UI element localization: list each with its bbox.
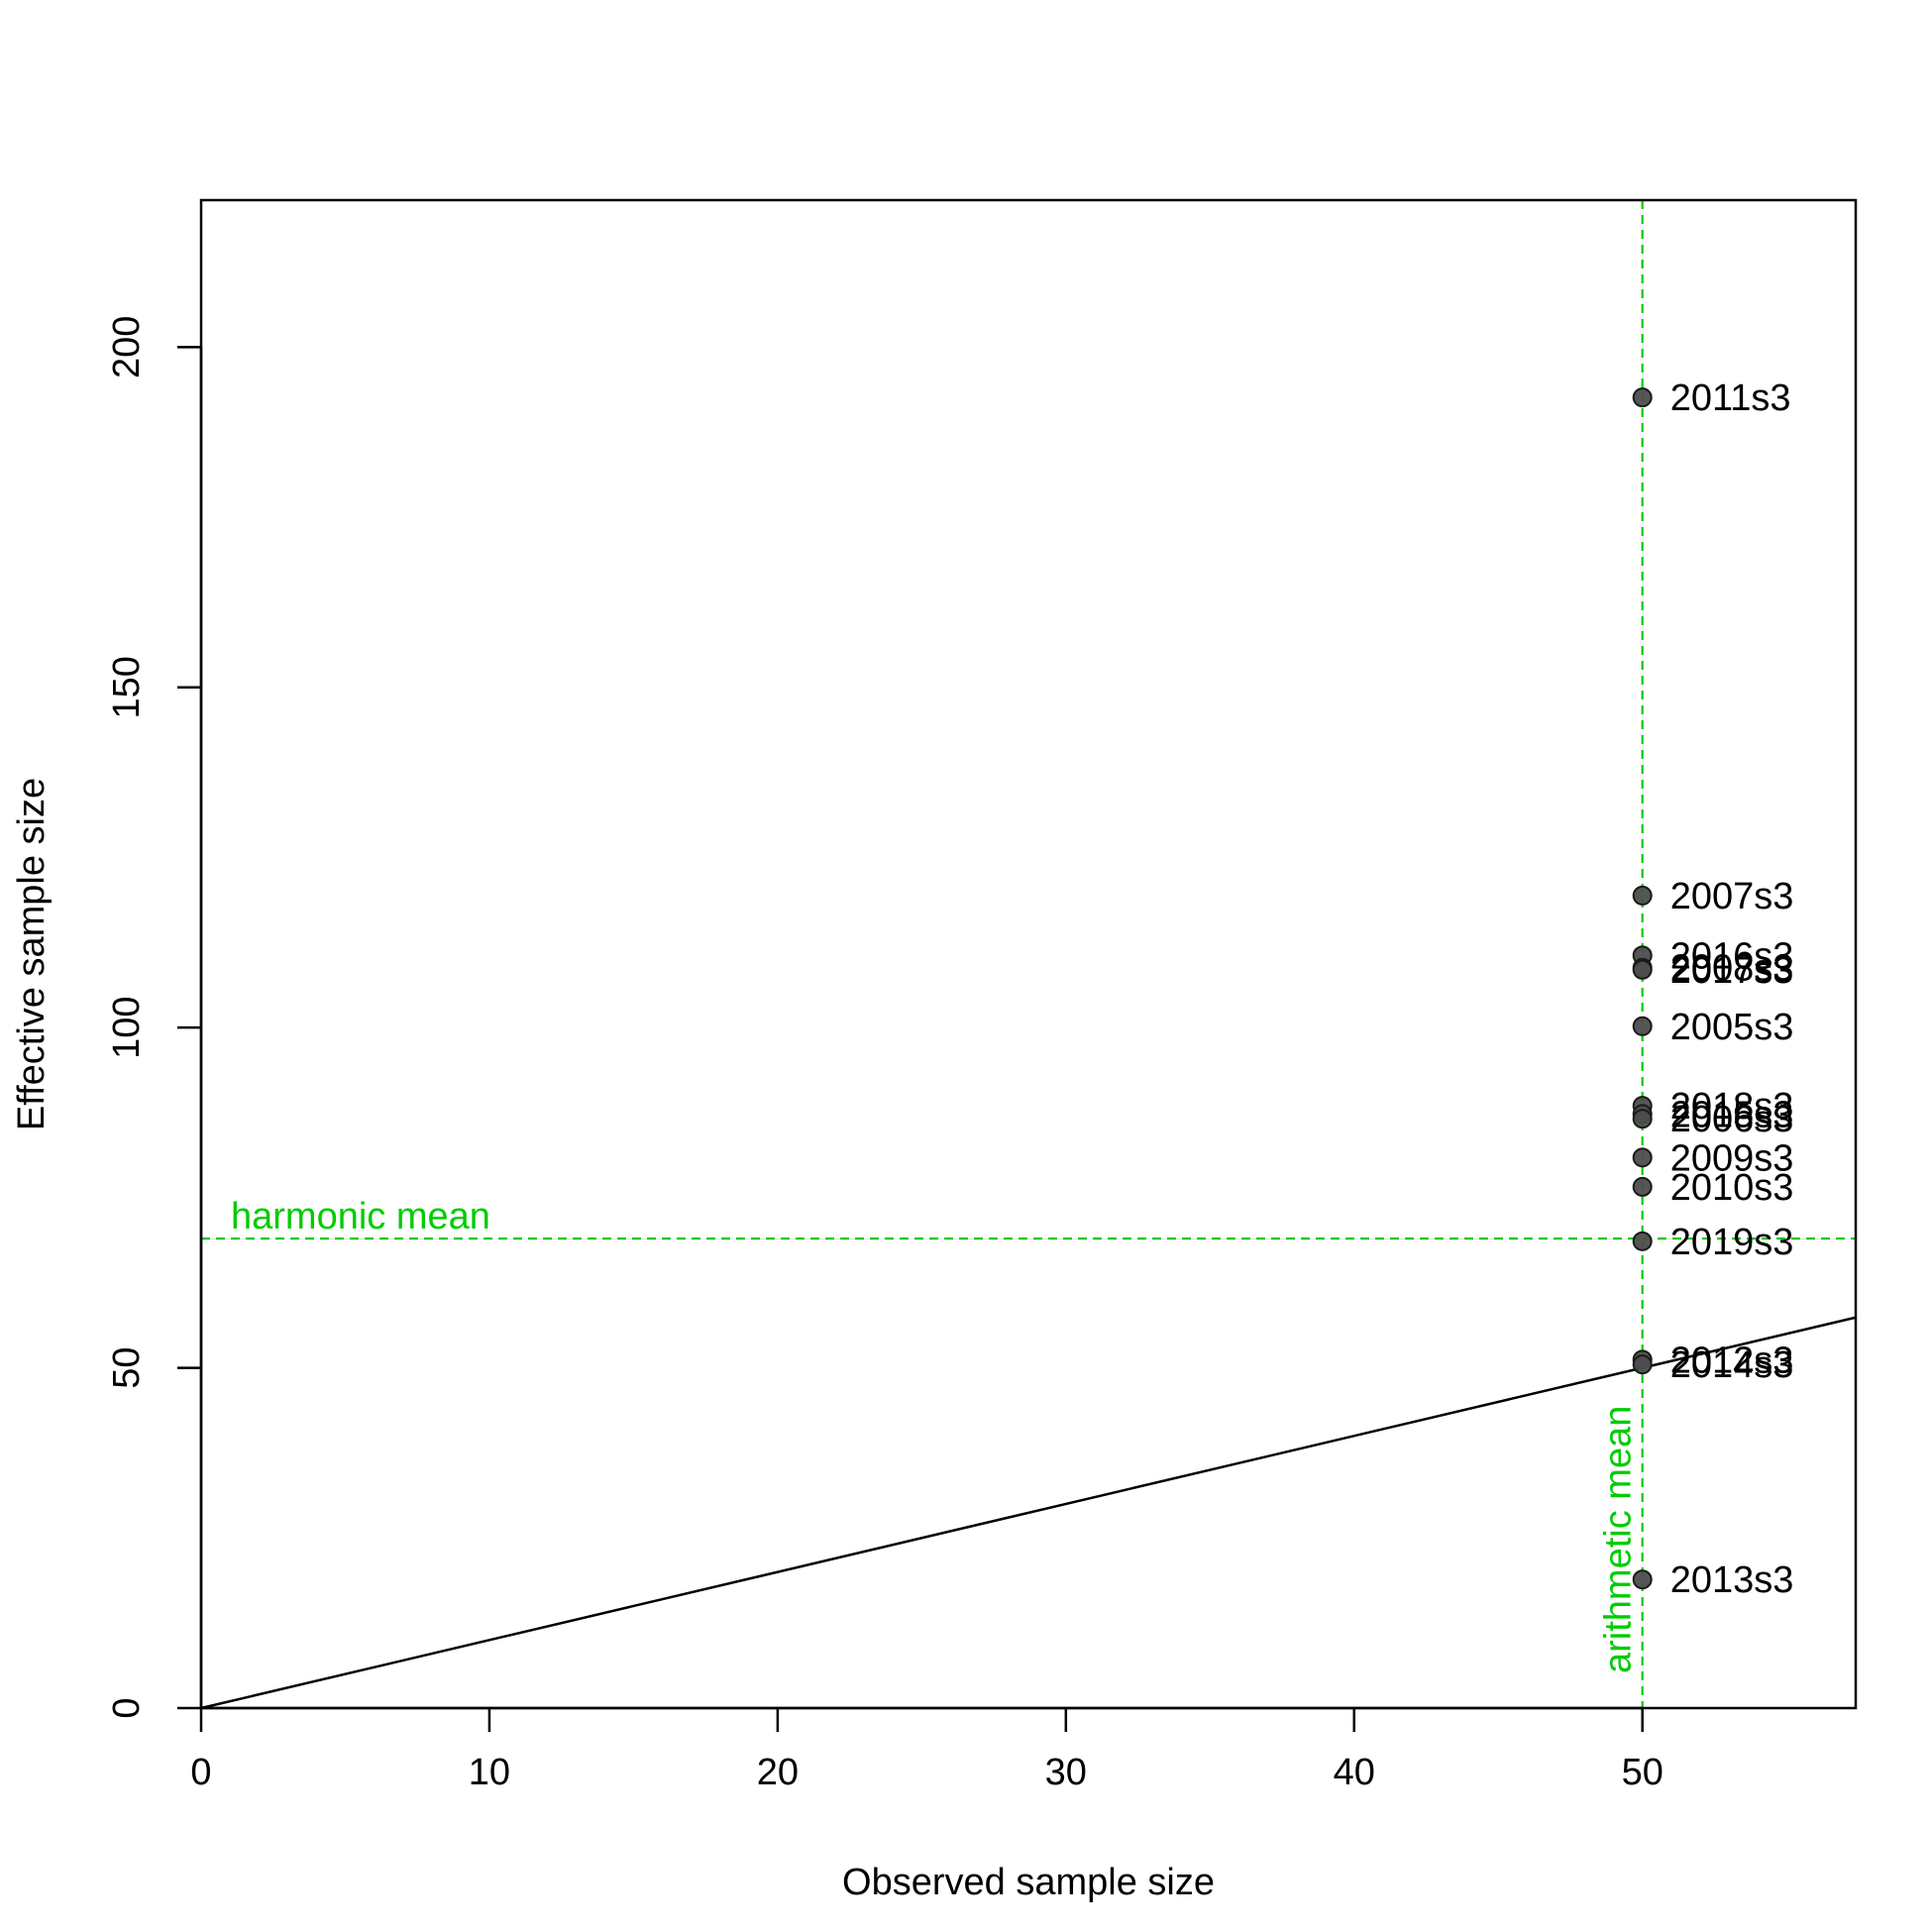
point-label: 2008s3 (1670, 948, 1794, 990)
x-tick-label: 10 (469, 1752, 510, 1793)
harmonic-mean-label: harmonic mean (231, 1196, 490, 1237)
arithmetic-mean-label: arithmetic mean (1598, 1406, 1640, 1673)
data-point (1632, 885, 1653, 906)
point-label: 2016s3 (1670, 935, 1794, 977)
point-label: 2018s3 (1670, 1086, 1794, 1127)
mean-lines-layer (201, 200, 1856, 1708)
point-label: 2012s3 (1670, 1340, 1794, 1381)
point-label: 2019s3 (1670, 1222, 1794, 1263)
y-tick-label: 0 (106, 1697, 148, 1718)
x-tick-label: 40 (1334, 1752, 1375, 1793)
point-label: 2015s3 (1670, 1094, 1794, 1135)
y-tick-label: 150 (106, 656, 148, 718)
y-tick-label: 100 (106, 996, 148, 1058)
point-label: 2010s3 (1670, 1167, 1794, 1209)
identity-line (200, 1316, 1857, 1710)
point-label: 2013s3 (1670, 1559, 1794, 1601)
point-label: 2011s3 (1670, 377, 1791, 419)
axes-layer: 0 10 20 30 40 50 0 50 100 150 200 (106, 198, 1858, 1793)
y-axis-title: Effective sample size (11, 778, 53, 1130)
data-point (1632, 1176, 1653, 1197)
data-point (1632, 1147, 1653, 1168)
point-label: 2014s3 (1670, 1344, 1794, 1386)
point-label: 2006s3 (1670, 1099, 1794, 1140)
points-layer (1632, 387, 1653, 1590)
point-label: 2009s3 (1670, 1137, 1794, 1179)
x-tick-label: 50 (1622, 1752, 1664, 1793)
x-axis-title: Observed sample size (842, 1862, 1215, 1903)
y-tick-label: 50 (106, 1346, 148, 1388)
x-tick-label: 20 (757, 1752, 799, 1793)
identity-line-layer (200, 1316, 1857, 1710)
x-tick-label: 0 (190, 1752, 211, 1793)
data-point (1632, 1231, 1653, 1251)
y-tick-label: 200 (106, 316, 148, 378)
point-label: 2017s3 (1670, 950, 1794, 992)
data-point (1632, 1016, 1653, 1036)
data-point (1632, 1569, 1653, 1590)
data-point (1632, 387, 1653, 408)
data-point (1632, 1109, 1653, 1129)
point-label: 2005s3 (1670, 1007, 1794, 1048)
point-label: 2007s3 (1670, 876, 1794, 917)
data-point (1632, 1354, 1653, 1375)
x-tick-label: 30 (1045, 1752, 1087, 1793)
data-point (1632, 959, 1653, 980)
